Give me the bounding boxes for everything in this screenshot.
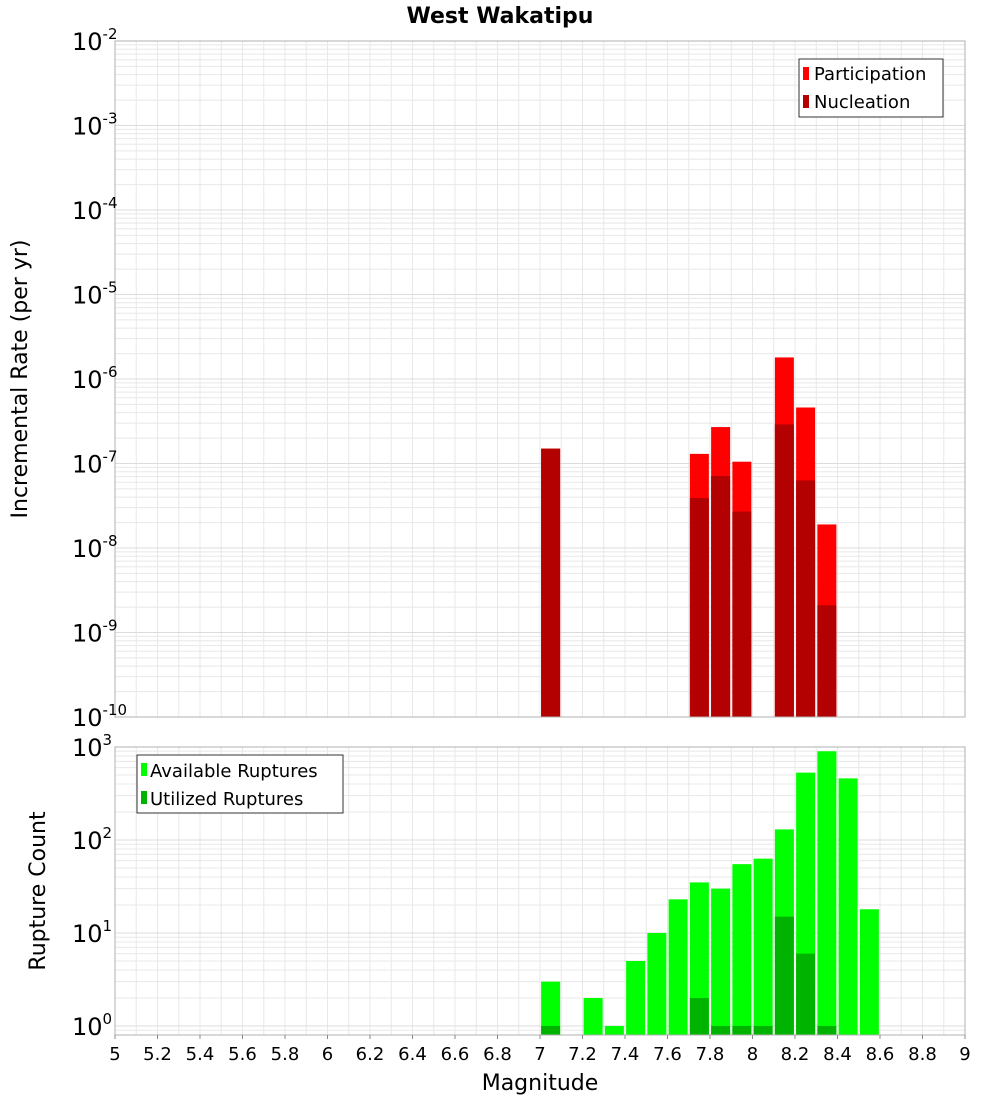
bar-available [753, 858, 773, 1035]
x-tick-label: 5.2 [143, 1044, 172, 1065]
x-tick-label: 6.2 [356, 1044, 385, 1065]
y-tick-label: 10-7 [72, 448, 118, 479]
bar-available [583, 997, 603, 1035]
top-legend: Participation Nucleation [798, 58, 944, 118]
legend-label-available: Available Ruptures [150, 761, 318, 782]
bottom-panel: 103 102 101 100 5 5.2 5.4 5.6 5.8 6 6.2 6.4 6.6 6.8 7… [26, 731, 971, 1096]
bottom-legend-box [136, 754, 344, 814]
x-tick-label: 5 [109, 1044, 120, 1065]
x-ticks: 5 5.2 5.4 5.6 5.8 6 6.2 6.4 6.6 6.8 7 7.2 7.4 7.6 7.8 8… [109, 1035, 971, 1065]
x-tick-label: 7.8 [696, 1044, 725, 1065]
x-tick-label: 9 [959, 1044, 970, 1065]
bar-available [541, 981, 561, 1035]
y-tick-label: 10-2 [72, 25, 118, 56]
bar-available [838, 778, 858, 1035]
x-tick-label: 8.4 [823, 1044, 852, 1065]
x-tick-label: 8.6 [866, 1044, 895, 1065]
bottom-y-axis-label: Rupture Count [26, 811, 51, 971]
legend-label-utilized: Utilized Ruptures [150, 789, 303, 810]
x-tick-label: 8.8 [908, 1044, 937, 1065]
x-tick-label: 8.2 [781, 1044, 810, 1065]
bar-utilized [796, 953, 816, 1035]
legend-swatch-utilized [141, 791, 147, 804]
x-tick-label: 7 [534, 1044, 545, 1065]
bar-available [689, 882, 709, 1035]
bar-available [732, 864, 752, 1035]
bar-utilized [753, 1025, 773, 1035]
y-tick-label: 100 [72, 1010, 112, 1041]
bottom-bars [541, 751, 879, 1035]
bar-nucleation [774, 424, 794, 717]
legend-swatch-participation [803, 67, 809, 80]
bar-available [604, 1025, 624, 1035]
x-tick-label: 6.6 [441, 1044, 470, 1065]
x-tick-label: 5.8 [271, 1044, 300, 1065]
legend-label-participation: Participation [814, 64, 926, 85]
bar-nucleation [796, 480, 816, 717]
x-axis-label: Magnitude [482, 1071, 599, 1096]
bar-available [817, 751, 837, 1035]
y-tick-label: 10-5 [72, 279, 118, 310]
bar-available [859, 909, 879, 1035]
y-tick-label: 10-6 [72, 363, 118, 394]
top-y-ticks: 10-2 10-3 10-4 10-5 10-6 10-7 10-8 10-9 10-10 [72, 25, 127, 732]
legend-swatch-available [141, 763, 147, 776]
y-tick-label: 10-10 [72, 701, 127, 732]
bottom-y-ticks: 103 102 101 100 [72, 731, 112, 1041]
top-bars [541, 357, 837, 717]
bar-nucleation [711, 476, 731, 717]
y-tick-label: 10-3 [72, 110, 118, 141]
x-tick-label: 7.4 [611, 1044, 640, 1065]
x-tick-label: 7.2 [568, 1044, 597, 1065]
x-tick-label: 5.6 [228, 1044, 257, 1065]
top-plot-frame [114, 40, 966, 718]
x-tick-label: 6 [322, 1044, 333, 1065]
bar-utilized [541, 1025, 561, 1035]
x-tick-label: 6.4 [398, 1044, 427, 1065]
bar-available [626, 960, 646, 1035]
bar-nucleation [541, 448, 561, 717]
y-tick-label: 10-4 [72, 194, 118, 225]
y-tick-label: 10-8 [72, 532, 118, 563]
top-y-axis-label: Incremental Rate (per yr) [8, 240, 33, 519]
bar-utilized [689, 997, 709, 1035]
legend-swatch-nucleation [803, 95, 809, 108]
y-tick-label: 103 [72, 731, 112, 762]
x-tick-label: 6.8 [483, 1044, 512, 1065]
bar-available [711, 888, 731, 1035]
legend-label-nucleation: Nucleation [814, 92, 910, 113]
y-tick-label: 10-9 [72, 617, 118, 648]
bar-utilized [817, 1025, 837, 1035]
bar-available [647, 932, 667, 1035]
top-grid [114, 41, 966, 718]
bar-utilized [711, 1025, 731, 1035]
bar-nucleation [689, 498, 709, 717]
x-tick-label: 8 [747, 1044, 758, 1065]
bar-available [668, 899, 688, 1035]
top-panel: 10-2 10-3 10-4 10-5 10-6 10-7 10-8 10-9 10-10 In… [8, 25, 966, 732]
y-tick-label: 102 [72, 824, 112, 855]
top-legend-box [798, 58, 944, 118]
y-tick-label: 101 [72, 917, 112, 948]
x-tick-label: 5.4 [186, 1044, 215, 1065]
bar-utilized [774, 916, 794, 1035]
x-tick-label: 7.6 [653, 1044, 682, 1065]
bar-nucleation [817, 605, 837, 717]
bottom-legend: Available Ruptures Utilized Ruptures [136, 754, 344, 814]
bar-utilized [732, 1025, 752, 1035]
bar-nucleation [732, 511, 752, 717]
chart-title: West Wakatipu [407, 4, 594, 29]
